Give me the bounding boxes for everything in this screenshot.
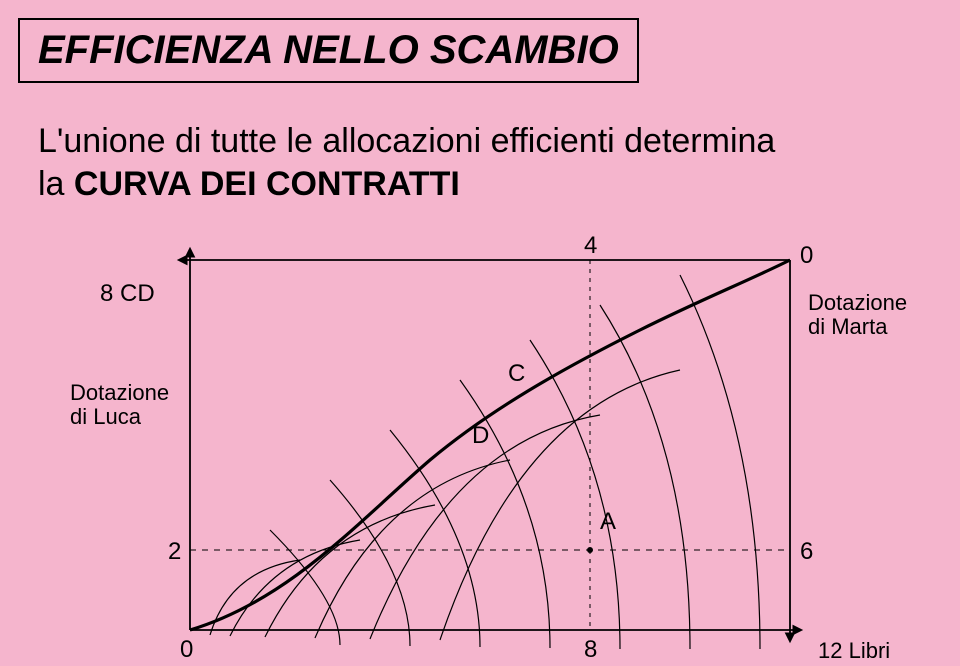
label-dot-luca-1: Dotazione xyxy=(70,380,169,406)
label-dot-marta-1: Dotazione xyxy=(808,290,907,316)
label-dot-luca-2: di Luca xyxy=(70,404,141,430)
diagram-svg xyxy=(40,250,920,660)
label-D: D xyxy=(472,422,489,450)
label-right-6: 6 xyxy=(800,538,813,566)
body-line-1: L'unione di tutte le allocazioni efficie… xyxy=(38,120,775,163)
label-12-libri: 12 Libri xyxy=(818,638,890,664)
label-left-2: 2 xyxy=(168,538,181,566)
label-dot-marta-2: di Marta xyxy=(808,314,887,340)
body-text: L'unione di tutte le allocazioni efficie… xyxy=(38,120,775,205)
title-box: EFFICIENZA NELLO SCAMBIO xyxy=(18,18,639,83)
body-line-2: la CURVA DEI CONTRATTI xyxy=(38,163,775,206)
label-bot-8: 8 xyxy=(584,636,597,664)
label-top-4: 4 xyxy=(584,232,597,260)
label-bot-0: 0 xyxy=(180,636,193,664)
label-C: C xyxy=(508,360,525,388)
label-top-0: 0 xyxy=(800,242,813,270)
edgeworth-diagram: 4 0 8 CD Dotazione di Marta Dotazione di… xyxy=(40,250,920,660)
label-8cd: 8 CD xyxy=(100,280,155,308)
page-title: EFFICIENZA NELLO SCAMBIO xyxy=(38,28,619,73)
label-A: A xyxy=(600,508,616,536)
